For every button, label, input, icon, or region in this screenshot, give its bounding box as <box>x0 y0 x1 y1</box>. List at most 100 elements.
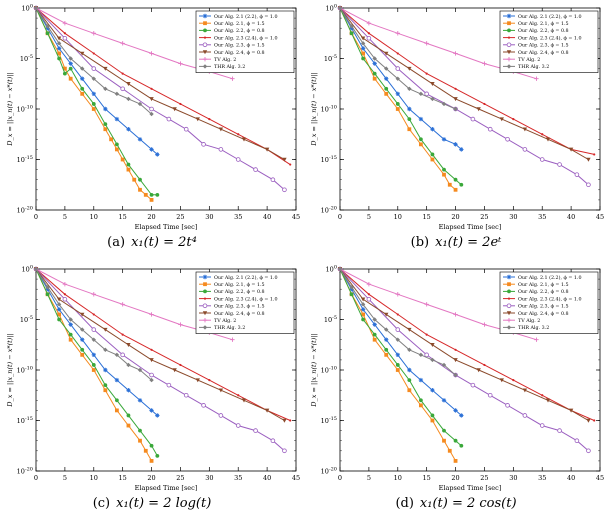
x-tick-label: 0 <box>338 213 342 221</box>
data-point <box>149 192 154 197</box>
data-point <box>395 66 401 71</box>
data-point <box>441 101 447 107</box>
data-point <box>57 312 62 317</box>
data-point <box>80 347 85 352</box>
series-3 <box>338 267 464 448</box>
data-point <box>447 448 452 453</box>
data-point <box>68 322 73 327</box>
data-point <box>143 192 148 197</box>
data-point <box>149 106 154 112</box>
data-point <box>80 51 85 56</box>
series-line <box>35 268 285 421</box>
legend-entry: Our Alg. 2.4, ϕ = 0.8 <box>214 50 265 56</box>
data-point <box>155 152 160 157</box>
legend-marker <box>507 36 511 39</box>
data-point <box>384 312 389 317</box>
x-tick-label: 45 <box>596 213 604 221</box>
x-tick-label: 15 <box>119 213 127 221</box>
data-point <box>424 41 429 46</box>
data-point <box>557 162 562 167</box>
data-point <box>103 327 108 332</box>
y-tick-exponent: -20 <box>329 206 337 212</box>
data-point <box>407 367 412 373</box>
data-point <box>366 35 372 41</box>
data-point <box>453 358 458 363</box>
data-point <box>534 337 539 342</box>
data-point <box>208 118 211 121</box>
data-point <box>442 428 446 433</box>
data-point <box>459 443 464 448</box>
data-point <box>282 187 287 193</box>
legend-marker <box>507 282 511 287</box>
legend-entry: Our Alg. 2.4, ϕ = 0.8 <box>214 311 265 317</box>
data-point <box>235 423 241 428</box>
data-point <box>430 157 435 162</box>
legend-marker <box>506 57 512 62</box>
data-point <box>80 327 85 332</box>
data-point <box>253 428 258 433</box>
y-tick-exponent: 0 <box>334 4 337 10</box>
data-point <box>407 86 412 91</box>
data-point <box>568 408 574 413</box>
data-point <box>92 313 95 316</box>
data-point <box>453 372 458 378</box>
data-point <box>103 127 108 132</box>
data-point <box>218 127 224 132</box>
data-point <box>476 107 481 112</box>
y-tick-label: 10-5 <box>20 54 33 63</box>
y-tick-exponent: -15 <box>329 155 337 161</box>
data-point <box>360 46 366 51</box>
data-point <box>91 91 96 97</box>
data-point <box>138 177 142 182</box>
series-line <box>339 268 589 421</box>
data-point <box>91 66 97 71</box>
data-point <box>270 177 276 183</box>
data-point <box>138 187 142 192</box>
data-point <box>103 367 108 373</box>
legend-box <box>195 271 295 334</box>
data-point <box>430 413 435 418</box>
data-point <box>574 172 580 177</box>
data-point <box>282 448 287 454</box>
series-line <box>35 268 158 457</box>
data-point <box>593 419 596 422</box>
data-point <box>114 116 120 122</box>
data-point <box>137 367 143 373</box>
legend-entry: Our Alg. 2.1 (2.2), ϕ = 1.0 <box>214 13 278 20</box>
series-line <box>35 7 291 166</box>
caption-formula: x₁(t) = 2t⁴ <box>131 235 197 250</box>
y-tick-exponent: -5 <box>332 315 337 321</box>
data-point <box>453 51 458 56</box>
data-point <box>230 337 235 342</box>
legend-entry: THR Alg. 3.2 <box>518 64 549 70</box>
data-point <box>372 56 377 61</box>
data-point <box>270 438 276 444</box>
data-point <box>459 147 464 152</box>
data-point <box>208 379 211 382</box>
data-point <box>183 126 189 132</box>
data-point <box>178 61 183 66</box>
x-tick-label: 0 <box>34 474 38 482</box>
data-point <box>126 362 131 368</box>
data-point <box>91 31 96 36</box>
x-tick-label: 35 <box>234 474 242 482</box>
data-point <box>384 51 389 56</box>
data-point <box>360 307 366 312</box>
legend-marker <box>506 42 512 48</box>
data-point <box>522 388 528 393</box>
y-tick-label: 10-20 <box>321 467 337 476</box>
data-point <box>384 352 389 357</box>
data-point <box>372 317 377 322</box>
data-point <box>361 56 366 61</box>
data-point <box>418 91 424 97</box>
data-point <box>407 117 412 121</box>
series-line <box>35 268 158 416</box>
data-point <box>366 296 372 302</box>
data-point <box>91 107 96 111</box>
legend-entry: Our Alg. 2.3, ϕ = 1.5 <box>214 304 265 310</box>
data-point <box>237 394 240 397</box>
data-point <box>91 352 96 358</box>
data-point <box>430 388 435 393</box>
